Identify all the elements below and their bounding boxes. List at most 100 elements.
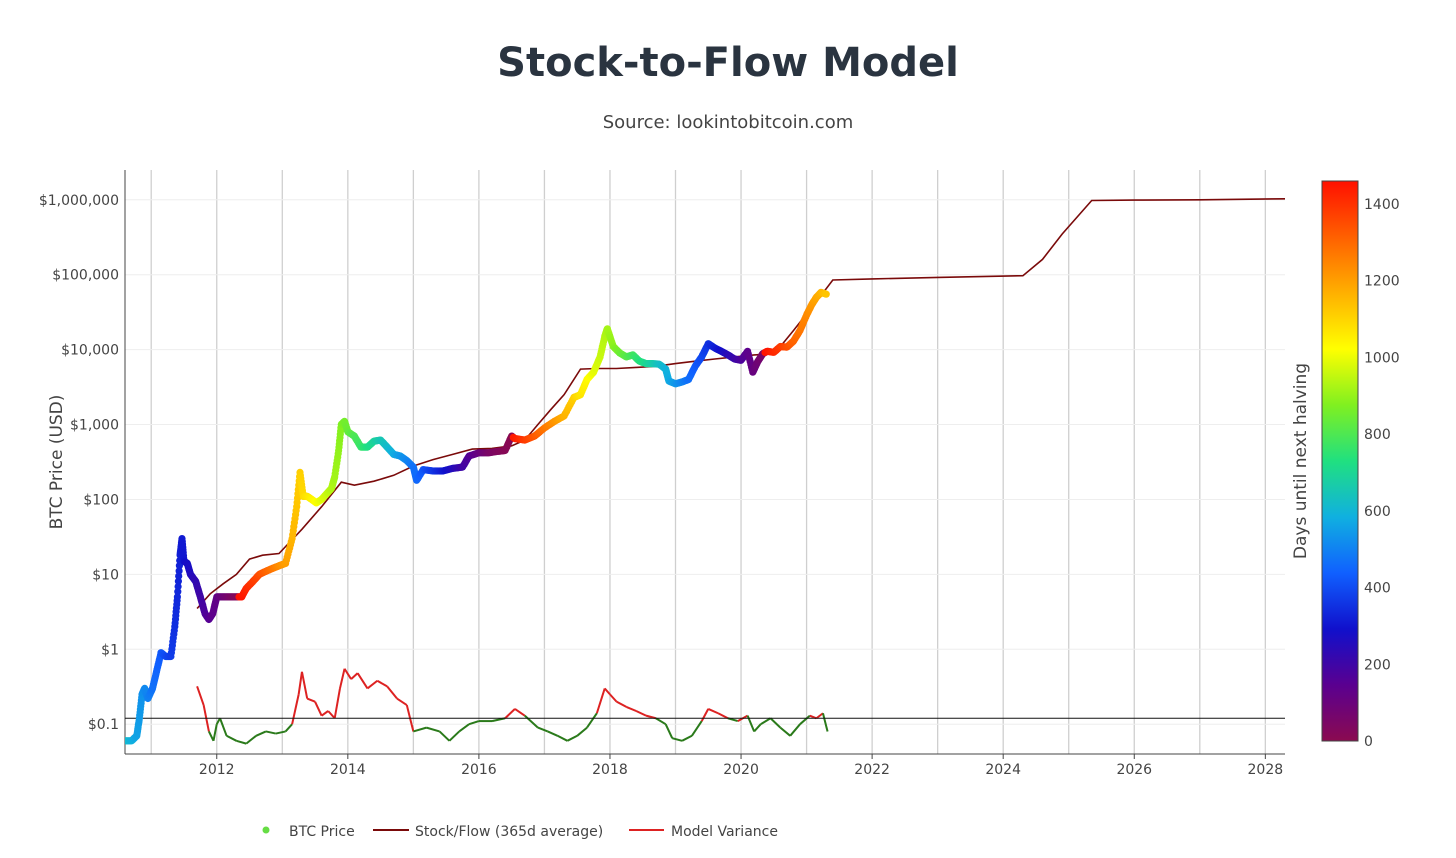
model-variance-segment [576,726,588,737]
model-variance-segment [291,694,300,725]
model-variance-segment [300,671,309,699]
model-variance-segment [245,735,257,745]
model-variance-segment [321,710,329,717]
model-variance-segment [609,693,618,703]
model-variance-segment [236,739,247,745]
axes-layer: $0.1 $1 $10 $100 $1,000 $10,000 $100,000 $1,000… [39,170,1285,778]
model-variance-segment [524,714,539,729]
model-variance-segment [595,688,606,714]
model-variance-segment [821,712,829,732]
x-tick-label: 2022 [854,762,890,778]
model-variance-segment [275,730,286,735]
model-variance-segment [700,708,710,722]
y-tick-label: $10,000 [61,343,119,359]
y-tick-label: $100,000 [52,268,119,284]
model-variance-segment [458,723,470,733]
model-variance-segment [438,730,451,742]
legend-btc-price-marker [262,826,270,834]
btc-price-marker [174,588,182,596]
btc-price-marker [174,582,182,591]
model-variance-segment [779,726,791,737]
model-variance-segment [769,717,782,729]
model-variance-segment [338,668,346,689]
btc-price-marker [175,572,183,580]
model-variance-segment [386,685,398,700]
model-variance-segment [366,679,378,690]
model-variance-segment [671,737,683,742]
legend[interactable]: BTC Price Stock/Flow (365d average) Model … [262,824,778,840]
model-variance-segment [376,679,388,688]
model-variance-segment [566,734,578,742]
model-variance-segment [343,668,352,680]
btc-price-marker [175,567,183,575]
x-tick-label: 2016 [461,762,497,778]
model-variance-segment [356,672,369,689]
y-tick-label: $1,000 [70,418,119,434]
model-variance-segment [753,723,762,733]
colorbar-tick-label: 0 [1364,734,1373,750]
x-tick-label: 2018 [592,762,628,778]
model-variance-segment [586,712,598,729]
model-variance-segment [333,688,341,719]
y-axis-title: BTC Price (USD) [47,395,67,530]
colorbar: 0 200 400 600 800 1000 1200 1400 Days until next… [1291,180,1400,750]
model-variance-segment [514,708,526,717]
colorbar-tick-label: 800 [1364,427,1391,443]
data-layer [125,198,1285,745]
model-variance-segment [625,706,637,712]
legend-model-variance-label: Model Variance [671,824,778,840]
model-variance-segment [468,720,480,726]
colorbar-tick-label: 200 [1364,657,1391,673]
colorbar-title: Days until next halving [1291,363,1311,559]
model-variance-segment [196,686,205,706]
y-tick-label: $1 [101,642,119,658]
y-tick-label: $100 [83,492,119,508]
grid-layer [125,170,1285,754]
model-variance-segment [327,710,336,719]
chart-title: Stock-to-Flow Model [497,40,959,86]
btc-price-marker [174,577,182,585]
model-variance-segment [306,697,316,703]
btc-price-marker [173,593,181,601]
model-variance-segment [717,712,729,720]
model-variance-segment [207,731,215,742]
model-variance-segment [314,701,323,717]
x-tick-label: 2014 [330,762,366,778]
x-tick-label: 2024 [985,762,1021,778]
model-variance-segment [226,734,237,742]
x-tick-label: 2028 [1248,762,1284,778]
model-variance-segment [284,723,293,733]
model-variance-segment [655,717,667,726]
colorbar-tick-label: 1400 [1364,197,1400,213]
model-variance-segment [603,687,611,696]
model-variance-segment [255,730,267,737]
model-variance-segment [212,723,218,742]
chart-subtitle: Source: lookintobitcoin.com [602,112,854,133]
colorbar-tick-label: 1200 [1364,274,1400,290]
x-tick-label: 2026 [1116,762,1152,778]
y-tick-label: $0.1 [88,717,119,733]
colorbar-tick-label: 1000 [1364,350,1400,366]
btc-price-marker [175,562,183,570]
model-variance-segment [799,714,811,725]
model-variance-segment [616,700,627,708]
model-variance-segment [413,726,427,733]
model-variance-segment [297,671,303,695]
model-variance-segment [547,730,558,737]
btc-price-marker [822,290,830,298]
model-variance-segment [350,672,359,680]
model-variance-segment [707,707,719,715]
legend-stock-flow-label: Stock/Flow (365d average) [415,824,603,840]
model-variance-segment [426,726,440,733]
model-variance-segment [691,720,703,737]
colorbar-tick-label: 600 [1364,504,1391,520]
y-tick-label: $1,000,000 [39,193,119,209]
model-variance-segment [635,710,647,717]
model-variance-segment [815,712,824,720]
legend-btc-price-label: BTC Price [289,824,355,840]
x-tick-label: 2020 [723,762,759,778]
stock-flow-line [196,198,1285,610]
model-variance-segment [504,708,516,719]
colorbar-tick-label: 400 [1364,581,1391,597]
